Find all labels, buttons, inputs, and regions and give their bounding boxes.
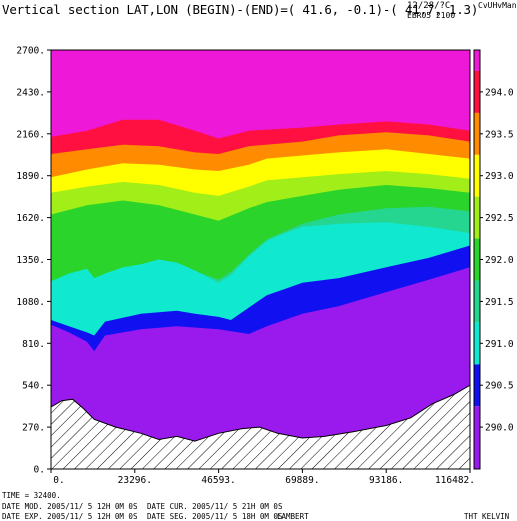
colorbar-label: 293.5 — [485, 129, 514, 140]
run-date: 12/28/?C — [407, 1, 451, 11]
colorbar-segment — [474, 196, 480, 239]
y-tick-label: 0. — [34, 465, 45, 476]
colorbar-label: 291.0 — [485, 339, 514, 350]
colorbar-label: 292.0 — [485, 255, 514, 266]
contour-bands — [51, 50, 470, 470]
colorbar-segment — [474, 322, 480, 365]
x-axis: 0. 23296. 46593. 69889. 93186. 116482. — [50, 469, 475, 486]
y-tick-label: 270. — [22, 423, 45, 434]
time-label: TIME = 32400. — [2, 491, 61, 500]
y-tick-label: 2160. — [16, 129, 45, 140]
colorbar-segment — [474, 112, 480, 155]
date-exp: DATE EXP. 2005/11/ 5 12H 0M 0S — [2, 512, 138, 521]
colorbar-segment — [474, 50, 480, 71]
run-tag: CvUHvMan — [478, 1, 517, 10]
x-tick-label: 116482. — [435, 475, 475, 486]
colorbar-segment — [474, 154, 480, 197]
y-tick-label: 2430. — [16, 87, 45, 98]
colorbar-segment — [474, 70, 480, 113]
colorbar: 290.0 290.5 291.0 291.5 292.0 292.5 293.0 293.5… — [473, 49, 514, 470]
date-mod: DATE MOD. 2005/11/ 5 12H 0M 0S — [2, 502, 138, 511]
y-tick-label: 810. — [22, 339, 45, 350]
x-tick-label: 93186. — [369, 475, 403, 486]
colorbar-segment — [474, 406, 480, 469]
date-seg: DATE SEG. 2005/11/ 5 18H 0M 0S — [147, 512, 283, 521]
run-code: EBR05 2100 — [407, 11, 456, 20]
colorbar-label: 292.5 — [485, 213, 514, 224]
colorbar-label: 290.0 — [485, 423, 514, 434]
colorbar-segment — [474, 238, 480, 281]
y-tick-label: 1620. — [16, 213, 45, 224]
colorbar-segment — [474, 280, 480, 323]
x-tick-label: 23296. — [118, 475, 152, 486]
x-tick-label: 46593. — [201, 475, 235, 486]
x-tick-label: 69889. — [285, 475, 319, 486]
date-cur: DATE CUR. 2005/11/ 5 21H 0M 0S — [147, 502, 283, 511]
projection-label: LAMBERT — [277, 512, 309, 521]
y-tick-label: 1890. — [16, 171, 45, 182]
colorbar-label: 291.5 — [485, 297, 514, 308]
colorbar-label: 294.0 — [485, 87, 514, 98]
plot-title: Vertical section LAT,LON (BEGIN)-(END)=(… — [2, 2, 479, 17]
terrain-hatch — [50, 384, 471, 470]
field-label: THT KELVIN — [464, 512, 510, 521]
colorbar-label: 290.5 — [485, 381, 514, 392]
colorbar-label: 293.0 — [485, 171, 514, 182]
y-tick-label: 2700. — [16, 46, 45, 57]
colorbar-segment — [474, 364, 480, 407]
y-tick-label: 1350. — [16, 255, 45, 266]
y-tick-label: 540. — [22, 381, 45, 392]
y-axis: 0. 270. 540. 810. 1080. 1350. 1620. 1890. 2160. 2… — [16, 46, 51, 476]
contour-band-0 — [51, 267, 470, 469]
y-tick-label: 1080. — [16, 297, 45, 308]
x-tick-label: 0. — [53, 475, 64, 486]
